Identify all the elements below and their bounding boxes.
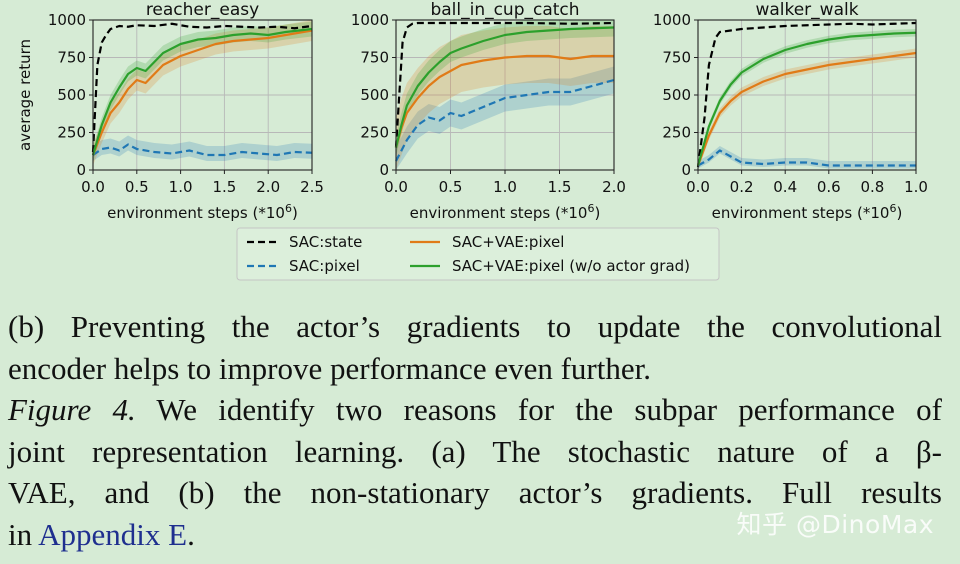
series-line-3 (696, 51, 917, 166)
x-axis-label-suffix: ) (594, 204, 600, 222)
y-tick-label: 0 (379, 161, 389, 179)
y-tick-label: 750 (662, 49, 691, 67)
series-band-4 (698, 29, 916, 170)
figure-label: Figure 4. (8, 392, 136, 427)
series-line-2 (92, 143, 313, 157)
x-tick-label: 1.0 (169, 178, 193, 196)
series-band-2 (698, 146, 916, 169)
y-axis-label: average return (16, 39, 34, 151)
chart-title: walker_walk (755, 0, 858, 20)
x-axis-label-exponent: 6 (285, 202, 292, 215)
x-axis-label-exponent: 6 (587, 202, 594, 215)
y-tick-label: 0 (76, 161, 86, 179)
series-line-3 (91, 29, 313, 156)
legend-label-3: SAC:pixel (289, 257, 360, 275)
y-tick-label: 250 (57, 124, 86, 142)
series-line-4 (394, 26, 615, 148)
x-tick-label: 1.5 (212, 178, 236, 196)
series-band-3 (698, 48, 916, 170)
caption-line-4-suffix: . (187, 516, 195, 552)
series-line-1 (394, 21, 615, 148)
x-tick-label: 2.0 (256, 178, 280, 196)
series-line-2 (697, 149, 916, 167)
x-tick-label: 0.4 (773, 178, 797, 196)
caption-part-b-line-2: encoder helps to improve performance eve… (8, 350, 651, 386)
x-tick-label: 1.0 (493, 178, 517, 196)
watermark: 知乎 @DinoMax (736, 510, 934, 539)
x-tick-label: 2.0 (602, 178, 626, 196)
series-line-2 (395, 78, 615, 162)
figure-caption: (b) Preventing the actor’s gradients to … (8, 306, 942, 555)
x-tick-label: 0.6 (817, 178, 841, 196)
x-axis-label: environment steps (*106) (410, 202, 601, 222)
x-axis-label-suffix: ) (292, 204, 298, 222)
figure-panels: 0.0 0.5 1.0 1.5 2.0 2.5 0 250 500 750 1000 reacher_… (16, 0, 928, 281)
caption-line-4-prefix: in (8, 516, 39, 552)
y-tick-label: 500 (662, 86, 691, 104)
legend-label-1: SAC:state (289, 233, 362, 251)
chart-title: reacher_easy (146, 0, 259, 20)
chart-panel-1: 0.0 0.5 1.0 1.5 2.0 2.5 0 250 500 750 1000 reacher_… (16, 0, 324, 222)
series-band-4 (93, 21, 312, 163)
x-tick-label: 1.5 (548, 178, 572, 196)
series-line-1 (91, 22, 313, 153)
y-tick-label: 250 (662, 124, 691, 142)
x-tick-label: 0.0 (81, 178, 105, 196)
caption-line-2: joint representation learning. (a) The s… (8, 433, 942, 469)
chart-title: ball_in_cup_catch (430, 0, 579, 20)
x-tick-label: 0.8 (860, 178, 884, 196)
y-tick-label: 1000 (351, 11, 389, 29)
caption-line-1-text: We identify two reasons for the subpar p… (135, 392, 942, 427)
series-band-2 (93, 135, 312, 161)
y-tick-label: 1000 (48, 11, 86, 29)
x-tick-label: 0.5 (125, 178, 149, 196)
legend: SAC:state SAC+VAE:pixel SAC:pixel SAC+VAE:p… (236, 227, 720, 281)
x-tick-label: 0.2 (730, 178, 754, 196)
chart-panel-2: 0.0 0.5 1.0 1.5 2.0 0 250 500 750 1000 ball_in_cup… (351, 0, 626, 222)
y-tick-label: 1000 (653, 11, 691, 29)
series-line-3 (394, 54, 614, 148)
x-axis-label-suffix: ) (896, 204, 902, 222)
legend-box (236, 227, 720, 281)
series-line-4 (696, 31, 917, 166)
y-tick-label: 750 (57, 49, 86, 67)
x-axis-label: environment steps (*106) (107, 202, 298, 222)
series-line-4 (91, 27, 313, 156)
caption-line-3: VAE, and (b) the non-stationary actor’s … (8, 475, 942, 510)
y-tick-label: 500 (57, 86, 86, 104)
y-tick-label: 500 (360, 86, 389, 104)
x-axis-label-exponent: 6 (889, 202, 896, 215)
y-tick-label: 250 (360, 124, 389, 142)
legend-label-4: SAC+VAE:pixel (w/o actor grad) (452, 257, 690, 275)
x-axis-label: environment steps (*106) (712, 202, 903, 222)
x-tick-label: 2.5 (300, 178, 324, 196)
caption-line-1: Figure 4. We identify two reasons for th… (8, 389, 942, 431)
x-tick-label: 1.0 (904, 178, 928, 196)
caption-line-4: in Appendix E. (8, 514, 942, 556)
chart-panel-3: 0.0 0.2 0.4 0.6 0.8 1.0 0 250 500 750 1000 walker_w… (653, 0, 928, 222)
series-line-1 (696, 21, 917, 168)
x-tick-label: 0.0 (384, 178, 408, 196)
series-band-3 (396, 26, 614, 170)
legend-label-2: SAC+VAE:pixel (452, 233, 564, 251)
x-tick-label: 0.5 (439, 178, 463, 196)
x-tick-label: 0.0 (686, 178, 710, 196)
caption-part-b-line-1: (b) Preventing the actor’s gradients to … (8, 309, 942, 344)
y-tick-label: 750 (360, 49, 389, 67)
y-tick-label: 0 (681, 161, 691, 179)
appendix-e-link[interactable]: Appendix E (38, 516, 188, 552)
